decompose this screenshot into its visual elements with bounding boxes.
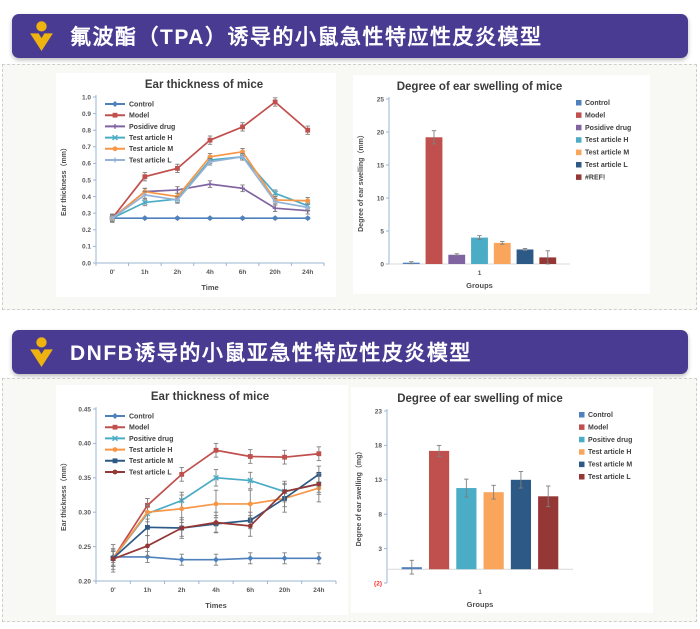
svg-text:Groups: Groups [466,281,493,290]
svg-text:Degree of ear swelling of mice: Degree of ear swelling of mice [397,393,563,405]
svg-text:Model: Model [129,425,149,432]
svg-text:0.6: 0.6 [82,161,91,168]
svg-text:0.4: 0.4 [82,194,91,201]
svg-text:0.25: 0.25 [78,544,91,551]
svg-text:Positive drug: Positive drug [588,437,632,444]
svg-text:0.2: 0.2 [82,227,91,234]
charts-card-dnfb: Ear thickness of mice 0.45 0.40 0.35 0.30 0.2… [2,378,697,622]
svg-text:Ear thickness of mice: Ear thickness of mice [145,79,263,91]
svg-text:Test article M: Test article M [585,150,629,157]
svg-text:Test article L: Test article L [129,469,172,476]
svg-text:20: 20 [377,129,385,136]
svg-text:Test article H: Test article H [129,447,172,454]
svg-text:Test article L: Test article L [585,162,628,169]
svg-text:0.0: 0.0 [82,260,91,267]
tpa-ear-swelling-bar-chart: Degree of ear swelling of mice 25 20 15 10 5 0… [353,75,650,294]
svg-text:20h: 20h [270,269,281,276]
svg-text:20h: 20h [279,587,290,594]
svg-text:0.1: 0.1 [82,244,91,251]
svg-text:13: 13 [375,477,383,484]
svg-text:0.45: 0.45 [78,406,91,413]
svg-text:Posidive drug: Posidive drug [585,125,631,132]
svg-text:0.30: 0.30 [78,510,91,517]
svg-text:24h: 24h [313,587,324,594]
svg-text:Test article H: Test article H [129,135,172,142]
svg-text:1h: 1h [144,587,152,594]
svg-text:0': 0' [111,587,117,594]
svg-text:6h: 6h [246,587,254,594]
svg-text:0: 0 [380,261,384,268]
section-title-tpa: 氟波酯（TPA）诱导的小鼠急性特应性皮炎模型 [70,26,543,49]
svg-text:Posidive drug: Posidive drug [129,124,175,131]
chart-canvas: Degree of ear swelling of mice 25 20 15 10 5 0… [357,81,631,290]
svg-text:15: 15 [377,162,385,169]
svg-text:3: 3 [378,546,382,553]
svg-text:Control: Control [588,412,613,419]
svg-text:Control: Control [129,101,154,108]
svg-text:Degree of ear swelling of mice: Degree of ear swelling of mice [397,81,563,93]
svg-text:0.8: 0.8 [82,128,91,135]
svg-text:Test article L: Test article L [588,474,631,481]
svg-text:0.7: 0.7 [82,144,91,151]
svg-text:18: 18 [375,443,383,450]
svg-text:Ear thickness（mm）: Ear thickness（mm） [60,459,68,531]
svg-text:Test article M: Test article M [129,458,173,465]
svg-text:Degree of ear swelling（mg）: Degree of ear swelling（mg） [355,448,363,547]
dnfb-ear-thickness-line-chart: Ear thickness of mice 0.45 0.40 0.35 0.30 0.2… [56,385,348,615]
svg-text:5: 5 [380,228,384,235]
svg-text:24h: 24h [302,269,313,276]
svg-text:0.35: 0.35 [78,475,91,482]
svg-text:#REF!: #REF! [585,174,605,181]
svg-text:0.40: 0.40 [78,441,91,448]
svg-text:Test article L: Test article L [129,157,172,164]
svg-text:Ear thickness of mice: Ear thickness of mice [151,391,269,403]
svg-text:Positive drug: Positive drug [129,436,173,443]
svg-text:25: 25 [377,96,385,103]
tpa-ear-thickness-line-chart: Ear thickness of mice 1.0 0.9 0.8 0.7 0.6 0.5 0… [56,73,336,297]
charts-card-tpa: Ear thickness of mice 1.0 0.9 0.8 0.7 0.6 0.5 0… [2,64,697,310]
svg-text:Degree of ear swelling（mm）: Degree of ear swelling（mm） [357,131,365,232]
svg-text:Ear thickness（mm）: Ear thickness（mm） [60,144,68,216]
svg-text:Model: Model [585,112,605,119]
svg-text:Groups: Groups [467,600,494,609]
chart-canvas: Ear thickness of mice 1.0 0.9 0.8 0.7 0.6 0.5 0… [60,79,325,292]
svg-text:0.3: 0.3 [82,211,91,218]
svg-text:0.20: 0.20 [78,578,91,585]
svg-text:Time: Time [201,283,218,292]
section-title-dnfb: DNFB诱导的小鼠亚急性特应性皮炎模型 [70,342,472,365]
brand-logo-icon [30,336,53,367]
svg-text:0': 0' [110,269,116,276]
svg-text:Control: Control [585,100,610,107]
svg-text:Control: Control [129,413,154,420]
svg-text:23: 23 [375,408,383,415]
svg-text:1: 1 [478,589,482,596]
chart-canvas: Ear thickness of mice 0.45 0.40 0.35 0.30 0.2… [60,391,337,610]
svg-text:Test article M: Test article M [129,146,173,153]
svg-text:8: 8 [378,512,382,519]
section-banner-tpa: 氟波酯（TPA）诱导的小鼠急性特应性皮炎模型 [12,14,688,58]
svg-text:Times: Times [205,601,227,610]
svg-text:1.0: 1.0 [82,94,91,101]
svg-text:(2): (2) [374,580,382,587]
chart-canvas: Degree of ear swelling of mice 23 18 13 8 3 (2… [355,393,632,609]
svg-text:Model: Model [588,424,608,431]
svg-text:2h: 2h [174,269,182,276]
svg-text:Test article M: Test article M [588,462,632,469]
dnfb-ear-swelling-bar-chart: Degree of ear swelling of mice 23 18 13 8 3 (2… [351,387,653,613]
svg-text:1: 1 [478,270,482,277]
svg-text:Test article H: Test article H [585,137,628,144]
svg-text:1h: 1h [141,269,149,276]
svg-text:10: 10 [377,195,385,202]
svg-text:2h: 2h [178,587,186,594]
svg-text:4h: 4h [212,587,220,594]
svg-text:0.5: 0.5 [82,177,91,184]
section-banner-dnfb: DNFB诱导的小鼠亚急性特应性皮炎模型 [12,330,688,374]
svg-text:6h: 6h [239,269,247,276]
svg-text:Test article H: Test article H [588,449,631,456]
svg-text:Model: Model [129,113,149,120]
brand-logo-icon [30,20,53,51]
svg-text:4h: 4h [206,269,214,276]
svg-text:0.9: 0.9 [82,111,91,118]
